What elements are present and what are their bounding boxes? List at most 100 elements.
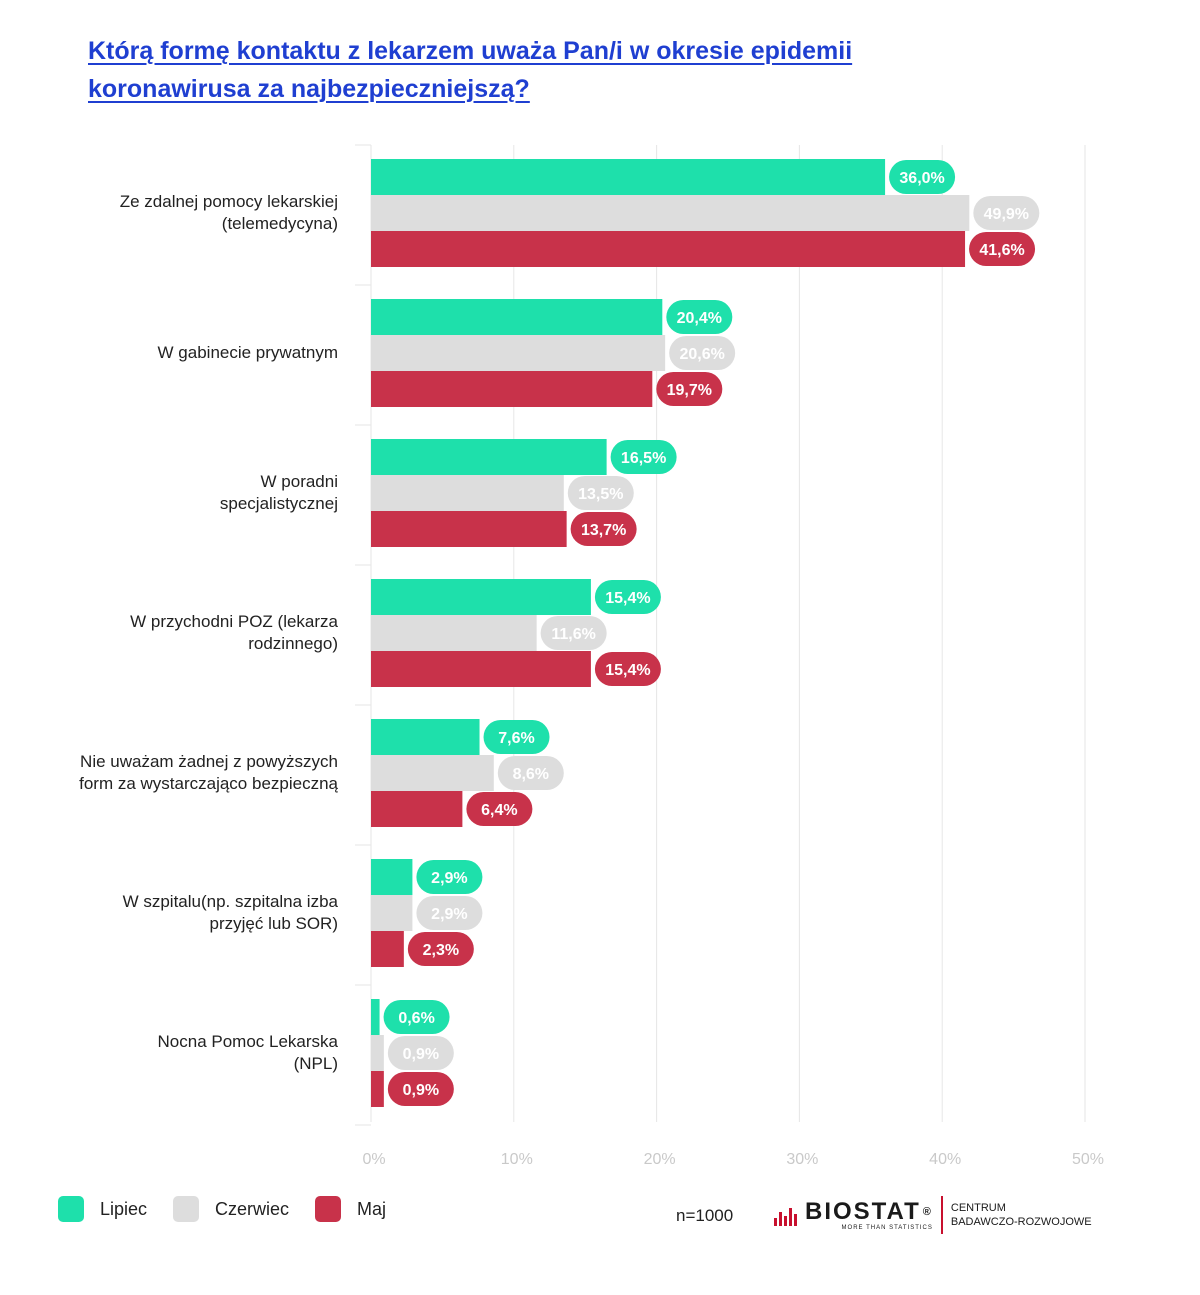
x-tick-label: 10% [501, 1151, 533, 1168]
value-label-maj: 6,4% [481, 802, 517, 819]
legend-label-lipiec: Lipiec [100, 1198, 148, 1219]
bar-czerwiec [371, 335, 666, 371]
value-pill-czerwiec [567, 476, 634, 510]
legend-label-maj: Maj [357, 1198, 387, 1219]
bar-czerwiec [371, 1035, 384, 1071]
value-pill-lipiec [416, 860, 483, 894]
value-pill-czerwiec [669, 336, 736, 370]
bar-maj [371, 791, 463, 827]
value-pill-czerwiec [973, 196, 1040, 230]
value-pill-lipiec [666, 300, 733, 334]
bar-lipiec [371, 299, 663, 335]
value-label-czerwiec: 20,6% [679, 346, 724, 363]
value-label-czerwiec: 0,9% [403, 1046, 439, 1063]
category-label: Ze zdalnej pomocy lekarskiej (telemedycyn… [8, 191, 338, 235]
bar-lipiec [371, 159, 886, 195]
category-label-line: (NPL) [293, 1054, 338, 1073]
category-label-line: przyjęć lub SOR) [209, 914, 338, 933]
value-pill-lipiec [889, 160, 956, 194]
value-label-lipiec: 2,9% [431, 870, 467, 887]
value-pill-maj [969, 232, 1036, 266]
value-label-lipiec: 36,0% [899, 170, 944, 187]
category-label: W przychodni POZ (lekarza rodzinnego) [8, 611, 338, 655]
legend-swatch-lipiec [58, 1196, 84, 1222]
value-pill-maj [466, 792, 533, 826]
legend-item-lipiec: Lipiec [58, 1196, 147, 1222]
value-pill-maj [407, 932, 474, 966]
brand-logo: BIOSTAT ® MORE THAN STATISTICS CENTRUM BA… [774, 1196, 1092, 1234]
value-pill-lipiec [610, 440, 677, 474]
brand-subtitle: CENTRUM BADAWCZO-ROZWOJOWE [951, 1201, 1092, 1229]
value-pill-lipiec [383, 1000, 450, 1034]
value-label-czerwiec: 2,9% [431, 906, 467, 923]
x-tick-label: 20% [644, 1151, 676, 1168]
value-label-maj: 41,6% [979, 242, 1024, 259]
brand-sub-line-1: CENTRUM [950, 1202, 1006, 1214]
value-pill-czerwiec [416, 896, 483, 930]
chart-title: Którą formę kontaktu z lekarzem uważa Pa… [88, 37, 853, 103]
brand-name-block: BIOSTAT ® MORE THAN STATISTICS [805, 1197, 933, 1231]
bar-maj [371, 511, 567, 547]
x-tick-label: 30% [786, 1151, 818, 1168]
value-pill-lipiec [594, 580, 661, 614]
bar-czerwiec [371, 895, 413, 931]
category-label: Nie uważam żadnej z powyższych form za wy… [8, 751, 338, 795]
legend-label-czerwiec: Czerwiec [215, 1198, 290, 1219]
category-label-line: W gabinecie prywatnym [157, 343, 338, 362]
value-pill-maj [570, 512, 637, 546]
bar-czerwiec [371, 195, 970, 231]
value-label-maj: 15,4% [605, 662, 650, 679]
category-label-line: W poradni [260, 472, 338, 491]
value-pill-maj [656, 372, 723, 406]
category-label-line: form za wystarczająco bezpieczną [79, 774, 338, 793]
category-label-line: (telemedycyna) [221, 214, 338, 233]
bar-czerwiec [371, 755, 494, 791]
value-pill-czerwiec [387, 1036, 454, 1070]
category-label-line: specjalistycznej [219, 494, 338, 513]
category-label: W szpitalu(np. szpitalna izba przyjęć lub… [8, 891, 338, 935]
category-label-line: rodzinnego) [248, 634, 338, 653]
bar-maj [371, 651, 591, 687]
bars-logo-icon [774, 1204, 799, 1226]
bar-lipiec [371, 999, 380, 1035]
sample-size-label: n=1000 [676, 1206, 734, 1225]
bar-maj [371, 931, 404, 967]
bar-maj [371, 231, 966, 267]
bar-lipiec [371, 579, 591, 615]
value-label-maj: 13,7% [581, 522, 626, 539]
value-pill-maj [594, 652, 661, 686]
category-label: W gabinecie prywatnym [8, 342, 338, 364]
value-label-maj: 19,7% [667, 382, 712, 399]
category-label: W poradni specjalistycznej [8, 471, 338, 515]
value-label-lipiec: 15,4% [605, 590, 650, 607]
bar-lipiec [371, 439, 607, 475]
category-label-line: Nocna Pomoc Lekarska [157, 1032, 338, 1051]
brand-name-text: BIOSTAT [805, 1197, 921, 1225]
brand-divider [940, 1196, 943, 1234]
x-tick-label: 40% [929, 1151, 961, 1168]
brand-sub-line-2: BADAWCZO-ROZWOJOWE [950, 1216, 1092, 1228]
x-tick-label: 0% [362, 1151, 385, 1168]
value-pill-czerwiec [540, 616, 607, 650]
registered-mark: ® [922, 1205, 933, 1218]
value-label-lipiec: 16,5% [621, 450, 666, 467]
value-label-maj: 2,3% [423, 942, 459, 959]
value-label-lipiec: 20,4% [677, 310, 722, 327]
category-label: Nocna Pomoc Lekarska (NPL) [8, 1031, 338, 1075]
bar-maj [371, 371, 653, 407]
value-label-czerwiec: 8,6% [513, 766, 549, 783]
brand-tagline: MORE THAN STATISTICS [841, 1224, 933, 1231]
category-label-line: W przychodni POZ (lekarza [130, 612, 338, 631]
bar-maj [371, 1071, 384, 1107]
legend-swatch-czerwiec [173, 1196, 200, 1222]
category-label-line: Nie uważam żadnej z powyższych [80, 752, 338, 771]
legend-swatch-maj [315, 1196, 342, 1222]
value-label-czerwiec: 49,9% [984, 206, 1029, 223]
value-pill-czerwiec [497, 756, 564, 790]
bar-lipiec [371, 859, 413, 895]
x-tick-label: 50% [1072, 1151, 1104, 1168]
value-label-czerwiec: 11,6% [551, 626, 595, 643]
value-label-maj: 0,9% [403, 1082, 439, 1099]
value-label-lipiec: 0,6% [398, 1010, 434, 1027]
